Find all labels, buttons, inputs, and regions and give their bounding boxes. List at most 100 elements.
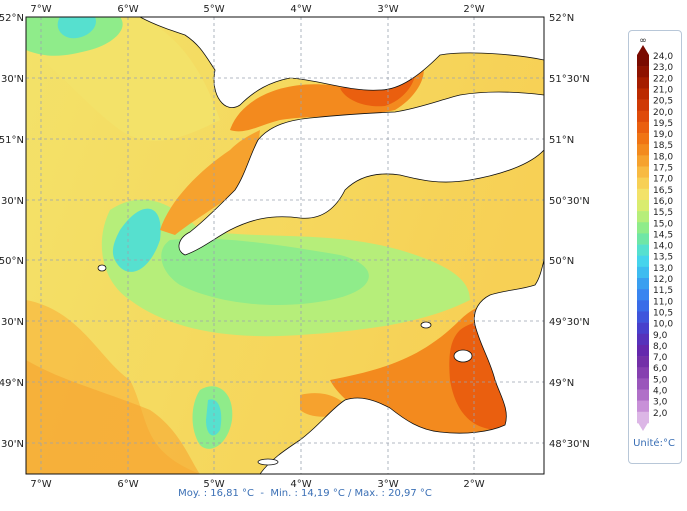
lat-tick: 49°30'N (549, 317, 590, 328)
lat-tick: 49°N (0, 378, 24, 389)
lon-tick: 3°W (377, 479, 398, 490)
legend-label: 8,0 (653, 342, 668, 352)
legend-color-cell (637, 88, 649, 100)
legend-color-cell (637, 400, 649, 413)
temperature-stats: Moy. : 16,81 °C - Min. : 14,19 °C / Max.… (0, 488, 610, 499)
lon-tick: 7°W (30, 4, 51, 15)
legend-color-cell (637, 367, 649, 379)
lat-tick: 50°N (549, 256, 574, 267)
legend-color-cell (637, 333, 649, 346)
legend-label: 20,0 (653, 108, 673, 118)
legend-color-cell (637, 266, 649, 279)
legend-label: 14,0 (653, 242, 673, 252)
legend-label: 10,0 (653, 320, 673, 330)
lat-tick: 30'N (1, 317, 24, 328)
lon-tick: 7°W (30, 479, 51, 490)
legend-color-cell (637, 389, 649, 401)
legend-color-cell (637, 311, 649, 323)
graticule (26, 17, 544, 474)
lat-tick: 50°30'N (549, 196, 590, 207)
legend-color-cell (637, 55, 649, 67)
legend-color-cell (637, 300, 649, 312)
lon-tick: 6°W (117, 4, 138, 15)
lon-tick: 5°W (203, 4, 224, 15)
legend-label: 12,0 (653, 275, 673, 285)
lat-tick: 30'N (1, 196, 24, 207)
lat-tick: 30'N (1, 74, 24, 85)
legend-bottom-arrow (637, 421, 649, 431)
legend-color-cell (637, 77, 649, 89)
lon-ticks-top: 7°W 6°W 5°W 4°W 3°W 2°W (30, 4, 484, 15)
legend-label: 19,5 (653, 119, 673, 129)
legend-color-cell (637, 233, 649, 245)
lat-tick: 52°N (0, 13, 24, 24)
legend-label: 16,5 (653, 186, 673, 196)
legend-color-cell (637, 411, 649, 424)
legend-label: 4,0 (653, 387, 668, 397)
legend-label: 18,0 (653, 152, 673, 162)
legend-label: 5,0 (653, 375, 668, 385)
legend-label: 24,0 (653, 52, 673, 62)
legend-label: 18,5 (653, 141, 673, 151)
legend-color-cell (637, 66, 649, 78)
map-frame (25, 16, 545, 475)
legend-label: 11,0 (653, 297, 673, 307)
legend-color-cell (637, 177, 649, 190)
legend-label: 15,5 (653, 208, 673, 218)
min-max-temperature: Min. : 14,19 °C / Max. : 20,97 °C (270, 488, 432, 499)
legend-color-cell (637, 255, 649, 268)
lat-ticks-left: 52°N 30'N 51°N 30'N 50°N 30'N 49°N 30'N (0, 13, 24, 450)
legend-label: 15,0 (653, 219, 673, 229)
lat-tick: 51°30'N (549, 74, 590, 85)
legend-label: 21,0 (653, 85, 673, 95)
sea-temperature-field (26, 17, 544, 474)
lat-tick: 52°N (549, 13, 574, 24)
lon-tick: 4°W (290, 479, 311, 490)
legend-color-cell (637, 155, 649, 167)
legend-label: 17,0 (653, 175, 673, 185)
legend-color-cell (637, 211, 649, 223)
legend-color-cell (637, 121, 649, 134)
lon-tick: 5°W (203, 479, 224, 490)
legend-label: 6,0 (653, 364, 668, 374)
lat-ticks-right: 52°N 51°30'N 51°N 50°30'N 50°N 49°30'N 4… (549, 13, 590, 450)
lon-ticks-bottom: 7°W 6°W 5°W 4°W 3°W 2°W (30, 479, 484, 490)
lon-tick: 4°W (290, 4, 311, 15)
lon-tick: 6°W (117, 479, 138, 490)
stats-separator: - (254, 488, 271, 499)
legend-color-cell (637, 99, 649, 112)
lat-tick: 48°30'N (549, 439, 590, 450)
legend-color-cell (637, 144, 649, 156)
legend-label: 11,5 (653, 286, 673, 296)
legend-color-cell (637, 199, 649, 212)
legend-color-cell (637, 344, 649, 357)
legend-color-cell (637, 244, 649, 256)
lat-tick: 51°N (549, 135, 574, 146)
legend-color-cell (637, 322, 649, 335)
legend-color-cell (637, 188, 649, 201)
lat-tick: 49°N (549, 378, 574, 389)
lat-tick: 50°N (0, 256, 24, 267)
legend-color-cell (637, 110, 649, 123)
legend-label: 13,0 (653, 264, 673, 274)
legend-color-cell (637, 222, 649, 234)
legend-color-cell (637, 166, 649, 178)
legend-label: 2,0 (653, 409, 668, 419)
legend-top-label: ∞ (639, 36, 647, 46)
lat-tick: 51°N (0, 135, 24, 146)
legend-label: 20,5 (653, 97, 673, 107)
legend-label: 7,0 (653, 353, 668, 363)
legend-color-cell (637, 356, 649, 368)
legend-top-arrow (637, 45, 649, 55)
legend-label: 14,5 (653, 230, 673, 240)
legend-label: 3,0 (653, 398, 668, 408)
mean-temperature: Moy. : 16,81 °C (178, 488, 255, 499)
legend-label: 23,0 (653, 63, 673, 73)
color-scale: ∞ 24,023,022,021,0 20,520,019,519,018,518… (637, 36, 673, 431)
legend-label: 17,5 (653, 164, 673, 174)
color-scale-legend: ∞ 24,0 23,0 22,0 21,0 20,5 20,0 19,5 19,0 18,5 18… (628, 30, 682, 464)
legend-label: 19,0 (653, 130, 673, 140)
legend-color-cell (637, 133, 649, 145)
legend-label: 10,5 (653, 308, 673, 318)
